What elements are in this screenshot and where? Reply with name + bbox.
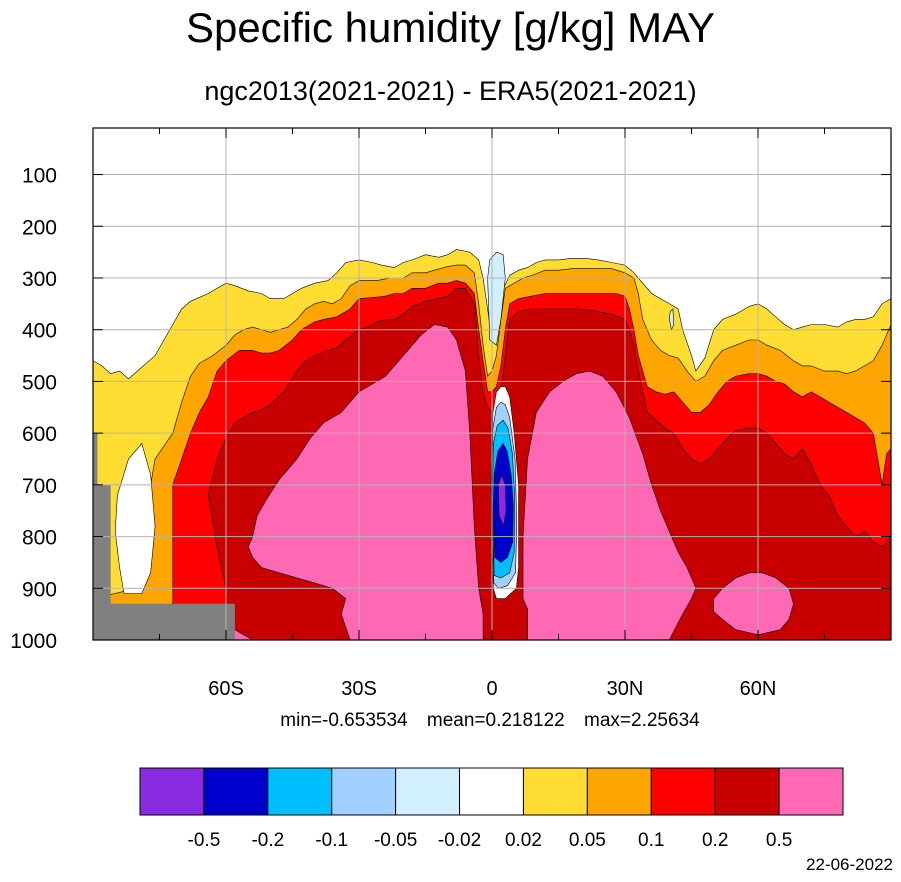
colorbar-label: -0.5 [188,830,221,851]
y-tick-label: 100 [22,165,57,188]
colorbar-label: 0.1 [638,830,664,851]
stat-mean: mean=0.218122 [426,710,565,731]
y-tick-label: 300 [22,268,57,291]
y-tick-label: 1000 [10,630,57,653]
y-tick-label: 200 [22,216,57,239]
stat-min: min=-0.653534 [280,710,408,731]
y-tick-label: 600 [22,423,57,446]
colorbar-box [139,767,205,816]
colorbar-box [459,767,524,816]
colorbar-box [778,767,844,816]
contour-band-white-sp [114,442,156,594]
colorbar-box [586,767,652,816]
orography-south [93,433,235,640]
x-tick-label: 60S [208,678,244,700]
y-tick-label: 500 [22,371,57,394]
y-tick-label: 400 [22,320,57,343]
y-axis-ticks: 100 200 300 400 500 600 700 800 900 1000 [10,165,891,653]
missing-data-fills [93,433,235,640]
stats-line: min=-0.653534 mean=0.218122 max=2.25634 [0,710,901,732]
colorbar-label: 0.05 [569,830,606,851]
y-tick-label: 900 [22,578,57,601]
colorbar-box [395,767,461,816]
colorbar-label: -0.05 [374,830,417,851]
colorbar-label: 0.2 [702,830,728,851]
x-tick-label: 60N [740,678,777,700]
colorbar-legend: -0.5 -0.2 -0.1 -0.05 -0.02 0.02 0.05 0.1 0.2 0.5 [139,767,844,851]
colorbar-box [203,767,269,816]
colorbar-box [331,767,397,816]
y-tick-label: 800 [22,527,57,550]
x-tick-label: 0 [486,678,497,700]
stat-max: max=2.25634 [584,710,700,731]
colorbar-box [267,767,333,816]
colorbar-label: 0.5 [766,830,792,851]
colorbar-label: 0.02 [505,830,542,851]
x-tick-label: 30S [341,678,377,700]
contour-band-neg-0.02-b [668,308,675,331]
colorbar-box [650,767,716,816]
colorbar-label: -0.2 [251,830,284,851]
chart-subtitle: ngc2013(2021-2021) - ERA5(2021-2021) [204,76,697,106]
y-tick-label: 700 [22,475,57,498]
date-stamp: 22-06-2022 [806,855,893,874]
colorbar-box [714,767,780,816]
colorbar-label: -0.1 [315,830,348,851]
colorbar-box [522,767,588,816]
x-tick-label: 30N [607,678,644,700]
colorbar-label: -0.02 [438,830,481,851]
chart-title: Specific humidity [g/kg] MAY [185,4,716,51]
contour-band-gt-0.5 [247,324,484,640]
x-axis-ticks: 60S 30S 0 30N 60N [159,128,825,700]
